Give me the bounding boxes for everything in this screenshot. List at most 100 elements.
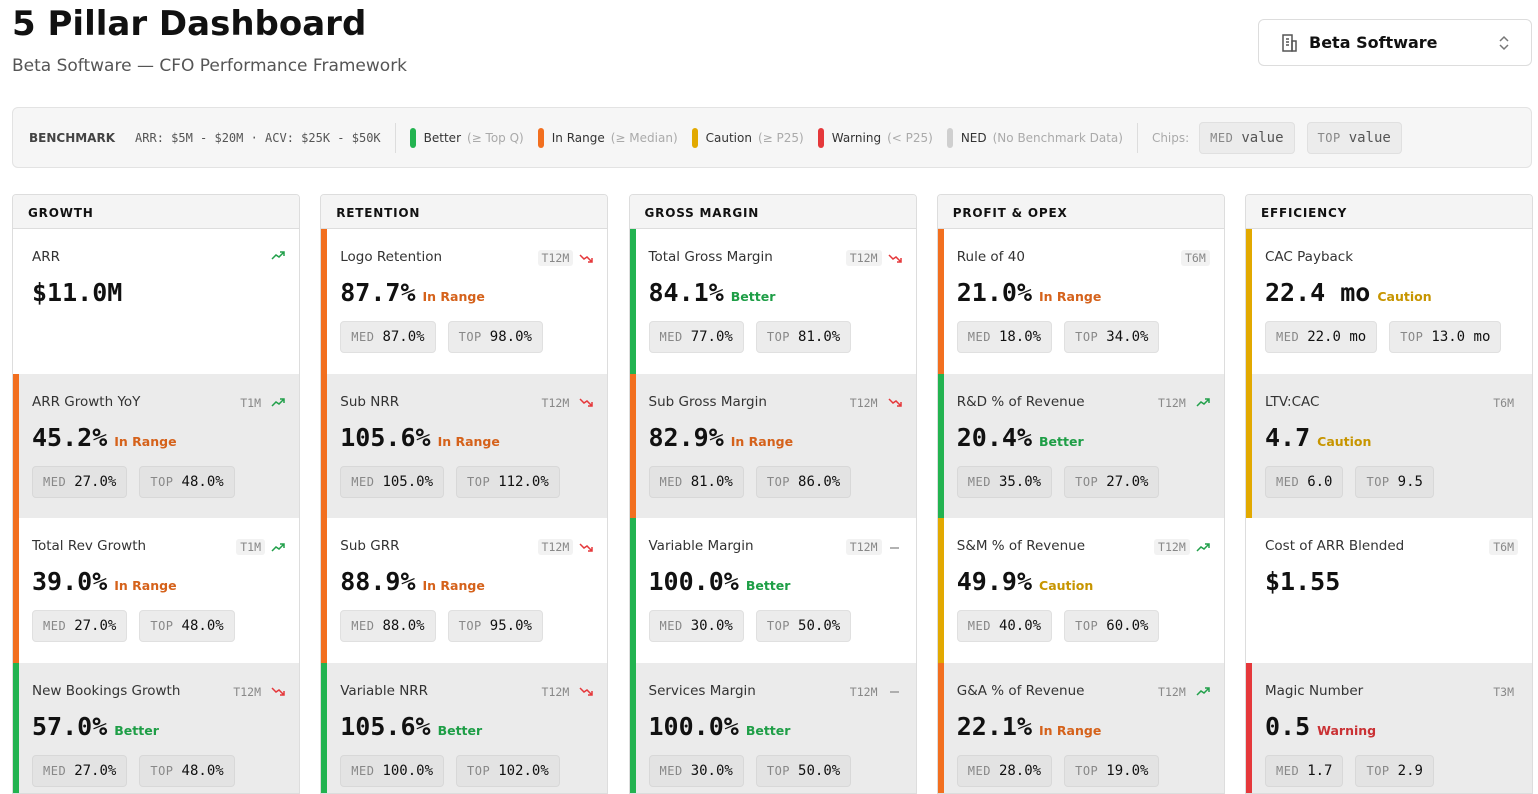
metric-value: 22.1% xyxy=(957,712,1032,741)
chip-key: MED xyxy=(1276,764,1299,778)
chip-key: TOP xyxy=(459,330,482,344)
period: T12M xyxy=(538,684,574,700)
metric-meta: T12M xyxy=(846,395,902,411)
chip-key: TOP xyxy=(767,475,790,489)
chip-value: 81.0% xyxy=(691,474,733,490)
trend-icon xyxy=(1196,686,1210,697)
chip: TOP 34.0% xyxy=(1064,321,1159,353)
metric-card: ARR$11.0M xyxy=(13,229,299,374)
chip-value: 98.0% xyxy=(490,329,532,345)
separator xyxy=(1137,123,1138,153)
chip-value: 9.5 xyxy=(1398,474,1423,490)
chip-key: TOP xyxy=(150,619,173,633)
status-note: (≥ Median) xyxy=(611,131,678,145)
selector-label: Beta Software xyxy=(1309,33,1438,52)
trend-icon xyxy=(888,253,902,264)
period: T12M xyxy=(1154,684,1190,700)
status-bar xyxy=(13,374,19,519)
status-bar xyxy=(938,518,944,663)
trend-icon xyxy=(579,542,593,553)
status-bar xyxy=(938,663,944,794)
metric-value: 21.0% xyxy=(957,278,1032,307)
status-note: (≥ P25) xyxy=(758,131,804,145)
chip-key: MED xyxy=(968,330,991,344)
period: T12M xyxy=(846,395,882,411)
metric-value: 0.5 xyxy=(1265,712,1310,741)
metric-value: 57.0% xyxy=(32,712,107,741)
period: T3M xyxy=(1489,684,1518,700)
metric-value-row: $11.0M xyxy=(32,278,284,307)
period: T12M xyxy=(538,395,574,411)
chip-value: 88.0% xyxy=(382,618,424,634)
metric-name: Rule of 40 xyxy=(957,249,1209,265)
trend-icon xyxy=(271,686,285,697)
chip-key: TOP xyxy=(467,475,490,489)
chips-label: Chips: xyxy=(1152,131,1189,145)
status-note: (< P25) xyxy=(887,131,933,145)
status-bar xyxy=(321,374,327,519)
chip-value: 6.0 xyxy=(1307,474,1332,490)
status-list: Better(≥ Top Q)In Range(≥ Median)Caution… xyxy=(410,128,1137,148)
chip-key: MED xyxy=(968,619,991,633)
chevron-icon xyxy=(1497,33,1511,53)
status-bar xyxy=(321,663,327,794)
chip-value: 34.0% xyxy=(1106,329,1148,345)
chip-value: 50.0% xyxy=(798,618,840,634)
chip-key: TOP xyxy=(767,764,790,778)
metric-status: Better xyxy=(438,723,483,738)
trend-icon xyxy=(271,542,285,553)
benchmark-range: ARR: $5M - $20M · ACV: $25K - $50K xyxy=(135,131,381,145)
chip-key: MED xyxy=(968,764,991,778)
pillar-title: GROWTH xyxy=(13,195,299,229)
metric-meta: T12M xyxy=(538,250,594,266)
chip-value: 81.0% xyxy=(798,329,840,345)
metric-status: In Range xyxy=(1039,723,1101,738)
metric-value: 22.4 mo xyxy=(1265,278,1370,307)
chip-key: TOP xyxy=(1075,330,1098,344)
chip-key: MED xyxy=(660,475,683,489)
legend-item: Caution (≥ P25) xyxy=(692,128,804,148)
period: T12M xyxy=(229,684,265,700)
status-bar xyxy=(13,663,19,794)
chip-key: MED xyxy=(1210,131,1233,145)
metric-meta: T12M xyxy=(846,539,902,555)
chip-key: TOP xyxy=(1400,330,1423,344)
legend-item: Better(≥ Top Q) xyxy=(410,128,524,148)
metric-meta: T12M xyxy=(229,684,285,700)
benchmark-legend: BENCHMARK ARR: $5M - $20M · ACV: $25K - … xyxy=(12,107,1532,168)
pillar-title: GROSS MARGIN xyxy=(630,195,916,229)
metric-meta: T6M xyxy=(1181,250,1210,266)
status-name: Caution xyxy=(706,131,752,145)
metric-value-row: 21.0%In Range xyxy=(957,278,1209,307)
metric-status: Caution xyxy=(1317,434,1371,449)
metric-status: Better xyxy=(746,578,791,593)
period: T12M xyxy=(1154,395,1190,411)
period: T1M xyxy=(236,539,265,555)
period: T6M xyxy=(1489,539,1518,555)
trend-icon xyxy=(271,397,285,408)
metric-value: 82.9% xyxy=(649,423,724,452)
status-swatch xyxy=(538,128,544,148)
chip-key: MED xyxy=(351,330,374,344)
company-selector[interactable]: Beta Software xyxy=(1258,19,1532,66)
status-note: (≥ Top Q) xyxy=(467,131,524,145)
